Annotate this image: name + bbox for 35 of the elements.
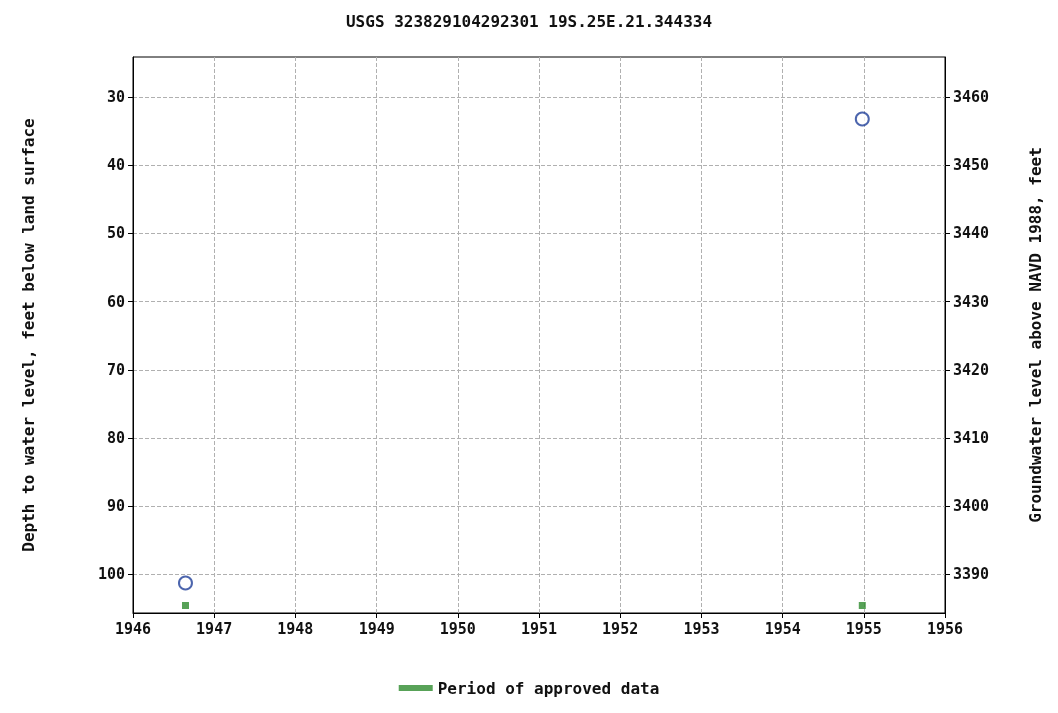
y2-tick-label: 3400 [953, 497, 990, 516]
x-tick-label: 1953 [683, 619, 720, 638]
y-tick-label: 80 [106, 428, 125, 447]
y-tick-label: 30 [106, 88, 125, 107]
x-tick-label: 1946 [114, 619, 152, 638]
point [854, 111, 870, 127]
point [177, 575, 193, 591]
y2-tick-label: 3410 [953, 428, 990, 447]
x-tick-label: 1952 [602, 619, 639, 638]
x-tick-label: 1949 [358, 619, 395, 638]
y2-tick-label: 3420 [953, 360, 990, 379]
x-tick-label: 1948 [277, 619, 314, 638]
x-tick-label: 1956 [926, 619, 964, 638]
y2-tick-label: 3460 [953, 88, 990, 107]
y-tick-label: 40 [106, 156, 125, 175]
y2-tick-label: 3430 [953, 292, 990, 311]
y-tick-label: 50 [106, 224, 125, 243]
y-axis-title: Depth to water level, feet below land surface [18, 118, 38, 552]
y2-tick-label: 3440 [953, 224, 990, 243]
y2-tick-label: 3450 [953, 156, 990, 175]
point [181, 602, 189, 609]
point [858, 602, 866, 609]
y2-axis-title: Groundwater level above NAVD 1988, feet [1025, 147, 1045, 523]
y2-tick-label: 3390 [953, 565, 990, 584]
y-tick-label: 100 [97, 565, 125, 584]
x-tick-label: 1950 [439, 619, 476, 638]
x-tick-label: 1951 [520, 619, 558, 638]
y-tick-label: 90 [106, 497, 125, 516]
x-tick-label: 1954 [764, 619, 801, 638]
x-tick-label: 1947 [196, 619, 233, 638]
x-tick-label: 1955 [845, 619, 882, 638]
chart-title: USGS 323829104292301 19S.25E.21.344334 [345, 11, 713, 31]
legend-label: Period of approved data [437, 678, 660, 698]
y-tick-label: 60 [106, 292, 125, 311]
y-tick-label: 70 [106, 360, 125, 379]
